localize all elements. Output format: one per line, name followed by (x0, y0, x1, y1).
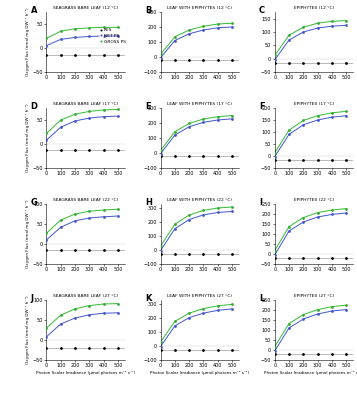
Text: E: E (145, 102, 150, 111)
Title: EPIPHYTES (17 °C): EPIPHYTES (17 °C) (294, 102, 334, 106)
Title: SEAGRASS BARE LEAF (22 °C): SEAGRASS BARE LEAF (22 °C) (53, 198, 118, 202)
Title: LEAF WITH EPIPHYTES (27 °C): LEAF WITH EPIPHYTES (27 °C) (167, 294, 232, 298)
Title: SEAGRASS BARE LEAF (17 °C): SEAGRASS BARE LEAF (17 °C) (53, 102, 118, 106)
Text: I: I (259, 198, 262, 207)
Text: D: D (31, 102, 38, 111)
Y-axis label: Oxygen Flux (nmol mg DW⁻¹ h⁻¹): Oxygen Flux (nmol mg DW⁻¹ h⁻¹) (26, 200, 30, 268)
Text: G: G (31, 198, 37, 207)
Title: EPIPHYTES (22 °C): EPIPHYTES (22 °C) (294, 198, 334, 202)
Text: A: A (31, 6, 37, 15)
Text: F: F (259, 102, 265, 111)
Y-axis label: Oxygen Flux (nmol mg DW⁻¹ h⁻¹): Oxygen Flux (nmol mg DW⁻¹ h⁻¹) (26, 104, 30, 172)
Title: LEAF WITH EPIPHYTES (22 °C): LEAF WITH EPIPHYTES (22 °C) (167, 198, 232, 202)
Text: H: H (145, 198, 152, 207)
Title: EPIPHYTES (12 °C): EPIPHYTES (12 °C) (294, 6, 334, 10)
Text: B: B (145, 6, 151, 15)
Legend: RES, NET PS, GROSS PS: RES, NET PS, GROSS PS (98, 27, 127, 45)
X-axis label: Photon Scalar Irradiance (μmol photons m⁻² s⁻¹): Photon Scalar Irradiance (μmol photons m… (265, 371, 357, 375)
Title: LEAF WITH EPIPHYTES (17 °C): LEAF WITH EPIPHYTES (17 °C) (167, 102, 232, 106)
X-axis label: Photon Scalar Irradiance (μmol photons m⁻² s⁻¹): Photon Scalar Irradiance (μmol photons m… (150, 371, 250, 375)
Title: SEAGRASS BARE LEAF (12 °C): SEAGRASS BARE LEAF (12 °C) (53, 6, 118, 10)
Title: LEAF WITH EPIPHYTES (12 °C): LEAF WITH EPIPHYTES (12 °C) (167, 6, 232, 10)
Title: EPIPHYTES (27 °C): EPIPHYTES (27 °C) (294, 294, 334, 298)
Text: K: K (145, 294, 151, 303)
Text: C: C (259, 6, 265, 15)
Text: J: J (31, 294, 34, 303)
Text: L: L (259, 294, 264, 303)
Y-axis label: Oxygen Flux (nmol mg DW⁻¹ h⁻¹): Oxygen Flux (nmol mg DW⁻¹ h⁻¹) (26, 296, 30, 364)
Title: SEAGRASS BARE LEAF (27 °C): SEAGRASS BARE LEAF (27 °C) (53, 294, 118, 298)
X-axis label: Photon Scalar Irradiance (μmol photons m⁻² s⁻¹): Photon Scalar Irradiance (μmol photons m… (36, 371, 135, 375)
Y-axis label: Oxygen Flux (nmol mg DW⁻¹ h⁻¹): Oxygen Flux (nmol mg DW⁻¹ h⁻¹) (26, 8, 30, 76)
